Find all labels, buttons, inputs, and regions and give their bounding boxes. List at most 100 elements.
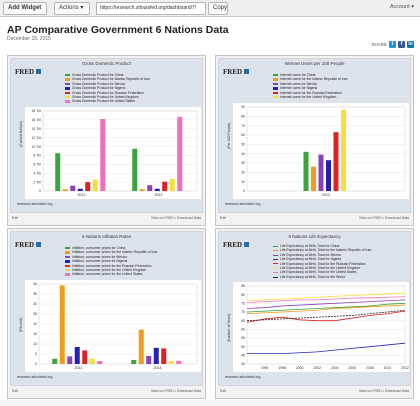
series-line [246, 292, 406, 302]
top-toolbar: Add Widget Actions ▾ https://research.st… [0, 0, 420, 17]
bar [162, 181, 168, 191]
widget-graph-area: 6 Nations Life Expectancy FRED Life Expe… [218, 231, 411, 386]
edit-link[interactable]: Edit [12, 389, 19, 393]
widget-title: 6 Nations Inflation Rates [81, 234, 132, 239]
facebook-icon[interactable]: f [398, 41, 405, 48]
bar [59, 285, 65, 364]
legend-swatch [273, 267, 278, 269]
legend-item: Life Expectancy at Birth, Total for the … [273, 275, 371, 279]
legend-label: Internet users for Mexico [280, 81, 318, 86]
bar [92, 179, 98, 191]
fred-logo: FRED [223, 241, 243, 249]
widget-title: Gross Domestic Product [82, 61, 131, 66]
y-tick-label: 5 [35, 352, 37, 356]
legend-swatch [273, 91, 278, 95]
legend-swatch [273, 250, 278, 252]
legend-swatch [65, 246, 70, 250]
bar [132, 148, 138, 191]
chart-source: research.stlouisfed.org [17, 202, 53, 206]
widget-life-expectancy: 6 Nations Life Expectancy FRED Life Expe… [215, 228, 414, 399]
legend-label: Life Expectancy at Birth, Total for Nige… [280, 257, 342, 262]
legend-item: Life Expectancy at Birth, Total for Chin… [273, 244, 371, 248]
series-line [246, 299, 406, 309]
legend-label: Internet users for the Islamic Republic … [280, 77, 348, 82]
legend-item: Internet users for Mexico [273, 82, 347, 86]
bar [168, 361, 174, 364]
view-download-links[interactable]: View on FRED • Download Data [151, 216, 201, 220]
legend-label: Life Expectancy at Birth, Total for the … [280, 270, 357, 275]
y-tick-label: 80 [241, 293, 245, 297]
legend-label: Inflation, consumer prices for the Unite… [72, 268, 147, 273]
x-tick-label: 2004 [331, 366, 339, 370]
y-tick-label: 45 [241, 354, 245, 358]
y-tick-label: 0 [243, 189, 245, 193]
y-tick-label: 50 [241, 345, 245, 349]
bar [74, 347, 80, 364]
widget-graph-area: Internet Users per 100 People FRED Inter… [218, 58, 411, 213]
legend-item: Internet users for the Islamic Republic … [273, 77, 347, 81]
view-download-links[interactable]: View on FRED • Download Data [359, 389, 409, 393]
widget-inflation: 6 Nations Inflation Rates FRED Inflation… [7, 228, 206, 399]
view-download-links[interactable]: View on FRED • Download Data [359, 216, 409, 220]
legend-label: Inflation, consumer prices for the Islam… [72, 250, 158, 255]
bar [70, 185, 76, 191]
legend-label: Inflation, consumer prices for Mexico [72, 254, 128, 259]
life-expectancy-chart: 40 45 50 55 60 65 70 75 80 85 1996 1998 2000 2002 2004… [233, 282, 409, 372]
bar [153, 347, 159, 364]
widget-internet-users: Internet Users per 100 People FRED Inter… [215, 55, 414, 226]
chart-legend: Gross Domestic Product for China Gross Do… [65, 73, 150, 104]
legend-swatch [65, 100, 70, 103]
share-bar: SHARE t f in [371, 41, 414, 48]
legend-label: Life Expectancy at Birth, Total for the … [280, 274, 345, 279]
y-tick-label: 40 [33, 282, 37, 286]
bar [341, 109, 346, 191]
bar [89, 358, 95, 364]
fred-logo-mark [244, 69, 249, 74]
actions-menu-button[interactable]: Actions ▾ [54, 2, 90, 15]
widget-footer: Edit View on FRED • Download Data [12, 216, 201, 220]
legend-item: Gross Domestic Product for United States [65, 99, 150, 103]
bar [318, 154, 324, 191]
page-date: December 15, 2015 [7, 36, 51, 42]
share-label: SHARE [371, 42, 387, 47]
bar [177, 116, 183, 191]
legend-label: Gross Domestic Product for Russian Feder… [72, 90, 144, 95]
y-axis-label: (Percent) [19, 317, 23, 332]
dashboard-url-field[interactable]: https://research.stlouisfed.org/dashboar… [96, 2, 206, 15]
linkedin-icon[interactable]: in [407, 41, 414, 48]
series-line [246, 310, 406, 323]
y-axis-label: (Current Dollars) [19, 121, 23, 147]
account-menu[interactable]: Account ▾ [390, 4, 414, 10]
legend-label: Internet users for the Russian Federatio… [280, 90, 342, 95]
actions-label: Actions [59, 5, 79, 11]
bar [169, 179, 175, 191]
legend-label: Gross Domestic Product for China [72, 73, 124, 77]
x-tick-label: 2002 [313, 366, 321, 370]
legend-item: Internet users for Nigeria [273, 86, 347, 90]
edit-link[interactable]: Edit [220, 389, 227, 393]
chevron-down-icon: ▾ [80, 5, 84, 11]
y-tick-label: 70 [241, 124, 245, 128]
fred-logo: FRED [223, 68, 243, 76]
legend-swatch [65, 251, 70, 254]
edit-link[interactable]: Edit [12, 216, 19, 220]
copy-url-button[interactable]: Copy [208, 2, 228, 15]
bar [326, 160, 331, 191]
x-tick-label: 2000 [296, 366, 304, 370]
y-tick-label: 30 [33, 302, 37, 306]
legend-swatch [65, 264, 70, 268]
twitter-icon[interactable]: t [389, 41, 396, 48]
add-widget-button[interactable]: Add Widget [3, 2, 47, 15]
edit-link[interactable]: Edit [220, 216, 227, 220]
y-tick-label: 0 [39, 189, 41, 193]
legend-label: Gross Domestic Product for United States [72, 99, 135, 104]
widget-title: 6 Nations Life Expectancy [288, 234, 341, 239]
legend-item: Gross Domestic Product for Russian Feder… [65, 91, 150, 95]
page-bottom-bar [0, 400, 420, 406]
y-tick-label: 10 [241, 180, 245, 184]
legend-item: Gross Domestic Product for Nigeria [65, 86, 150, 90]
view-download-links[interactable]: View on FRED • Download Data [151, 389, 201, 393]
widget-footer: Edit View on FRED • Download Data [12, 389, 201, 393]
widget-title: Internet Users per 100 People [284, 61, 345, 66]
chart-legend: Internet users for China Internet users f… [273, 73, 347, 99]
